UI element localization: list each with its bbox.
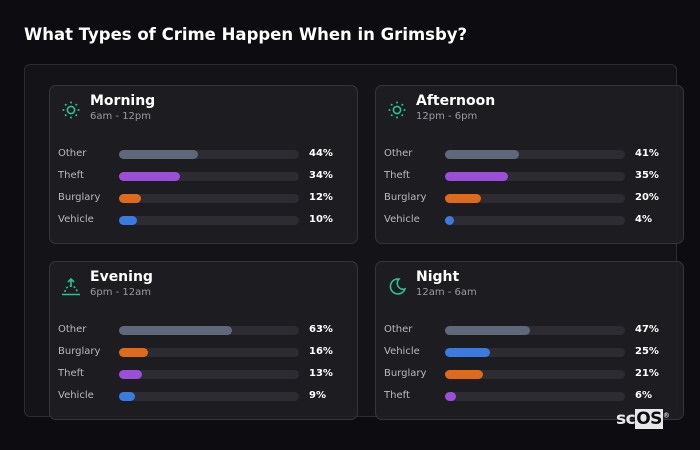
crime-row: Burglary 12% [58,191,348,205]
moon-icon [389,278,407,295]
sunset-icon [62,277,80,296]
progress-fill [445,215,454,225]
crime-percent: 41% [635,148,659,159]
progress-track [445,149,625,159]
crime-percent: 9% [309,390,326,401]
progress-fill [119,391,136,401]
progress-fill [445,369,483,379]
progress-fill [119,149,199,159]
card-title: Evening [90,269,153,285]
crime-percent: 63% [309,324,333,335]
card-title: Night [416,269,460,285]
progress-fill [119,193,141,203]
progress-fill [445,149,519,159]
crime-label: Burglary [384,368,427,379]
progress-track [445,193,625,203]
progress-fill [119,369,143,379]
sun-icon [62,101,80,119]
sun-icon [388,101,406,119]
progress-track [119,149,299,159]
crime-label: Burglary [58,346,101,357]
crime-label: Burglary [58,192,101,203]
progress-track [445,171,625,181]
progress-fill [445,347,490,357]
card-evening: Evening 6pm - 12am Other 63% Burglary 16… [49,261,358,420]
progress-track [445,347,625,357]
crime-label: Theft [58,170,84,181]
crime-label: Other [384,324,413,335]
crime-row: Other 47% [384,323,674,337]
crime-row: Burglary 16% [58,345,348,359]
crime-row: Vehicle 25% [384,345,674,359]
progress-fill [119,325,233,335]
progress-track [445,215,625,225]
progress-fill [119,171,181,181]
crime-row: Vehicle 9% [58,389,348,403]
progress-track [445,325,625,335]
progress-fill [445,171,508,181]
card-time-range: 6am - 12pm [90,111,152,122]
page-title: What Types of Crime Happen When in Grims… [24,25,468,44]
crime-label: Other [58,324,87,335]
progress-track [445,391,625,401]
scos-logo: scOS® [616,409,670,429]
progress-track [445,369,625,379]
card-time-range: 12am - 6am [416,287,477,298]
card-title: Morning [90,93,156,109]
crime-percent: 6% [635,390,652,401]
crime-row: Vehicle 4% [384,213,674,227]
crime-label: Theft [384,390,410,401]
crime-percent: 21% [635,368,659,379]
progress-track [119,391,299,401]
crime-row: Other 63% [58,323,348,337]
crime-percent: 13% [309,368,333,379]
progress-fill [445,193,481,203]
progress-track [119,171,299,181]
crime-row: Theft 35% [384,169,674,183]
crime-percent: 16% [309,346,333,357]
progress-fill [445,391,456,401]
progress-track [119,215,299,225]
crime-row: Theft 13% [58,367,348,381]
progress-fill [119,215,137,225]
card-night: Night 12am - 6am Other 47% Vehicle 25% B… [375,261,684,420]
crime-row: Theft 6% [384,389,674,403]
crime-label: Theft [58,368,84,379]
crime-row: Burglary 21% [384,367,674,381]
card-time-range: 12pm - 6pm [416,111,478,122]
crime-row: Burglary 20% [384,191,674,205]
crime-row: Vehicle 10% [58,213,348,227]
progress-track [119,325,299,335]
crime-label: Burglary [384,192,427,203]
crime-percent: 44% [309,148,333,159]
crime-percent: 25% [635,346,659,357]
crime-percent: 10% [309,214,333,225]
crime-label: Vehicle [58,214,94,225]
crime-label: Other [58,148,87,159]
crime-label: Vehicle [384,346,420,357]
crime-percent: 20% [635,192,659,203]
crime-label: Other [384,148,413,159]
progress-track [119,193,299,203]
progress-track [119,347,299,357]
progress-fill [119,347,148,357]
crime-percent: 4% [635,214,652,225]
crime-row: Other 41% [384,147,674,161]
crime-label: Theft [384,170,410,181]
progress-fill [445,325,530,335]
crime-row: Other 44% [58,147,348,161]
progress-track [119,369,299,379]
crime-percent: 35% [635,170,659,181]
crime-row: Theft 34% [58,169,348,183]
crime-percent: 12% [309,192,333,203]
card-time-range: 6pm - 12am [90,287,152,298]
crime-percent: 34% [309,170,333,181]
crime-percent: 47% [635,324,659,335]
card-afternoon: Afternoon 12pm - 6pm Other 41% Theft 35%… [375,85,684,244]
card-title: Afternoon [416,93,496,109]
card-morning: Morning 6am - 12pm Other 44% Theft 34% B… [49,85,358,244]
crime-label: Vehicle [384,214,420,225]
crime-label: Vehicle [58,390,94,401]
